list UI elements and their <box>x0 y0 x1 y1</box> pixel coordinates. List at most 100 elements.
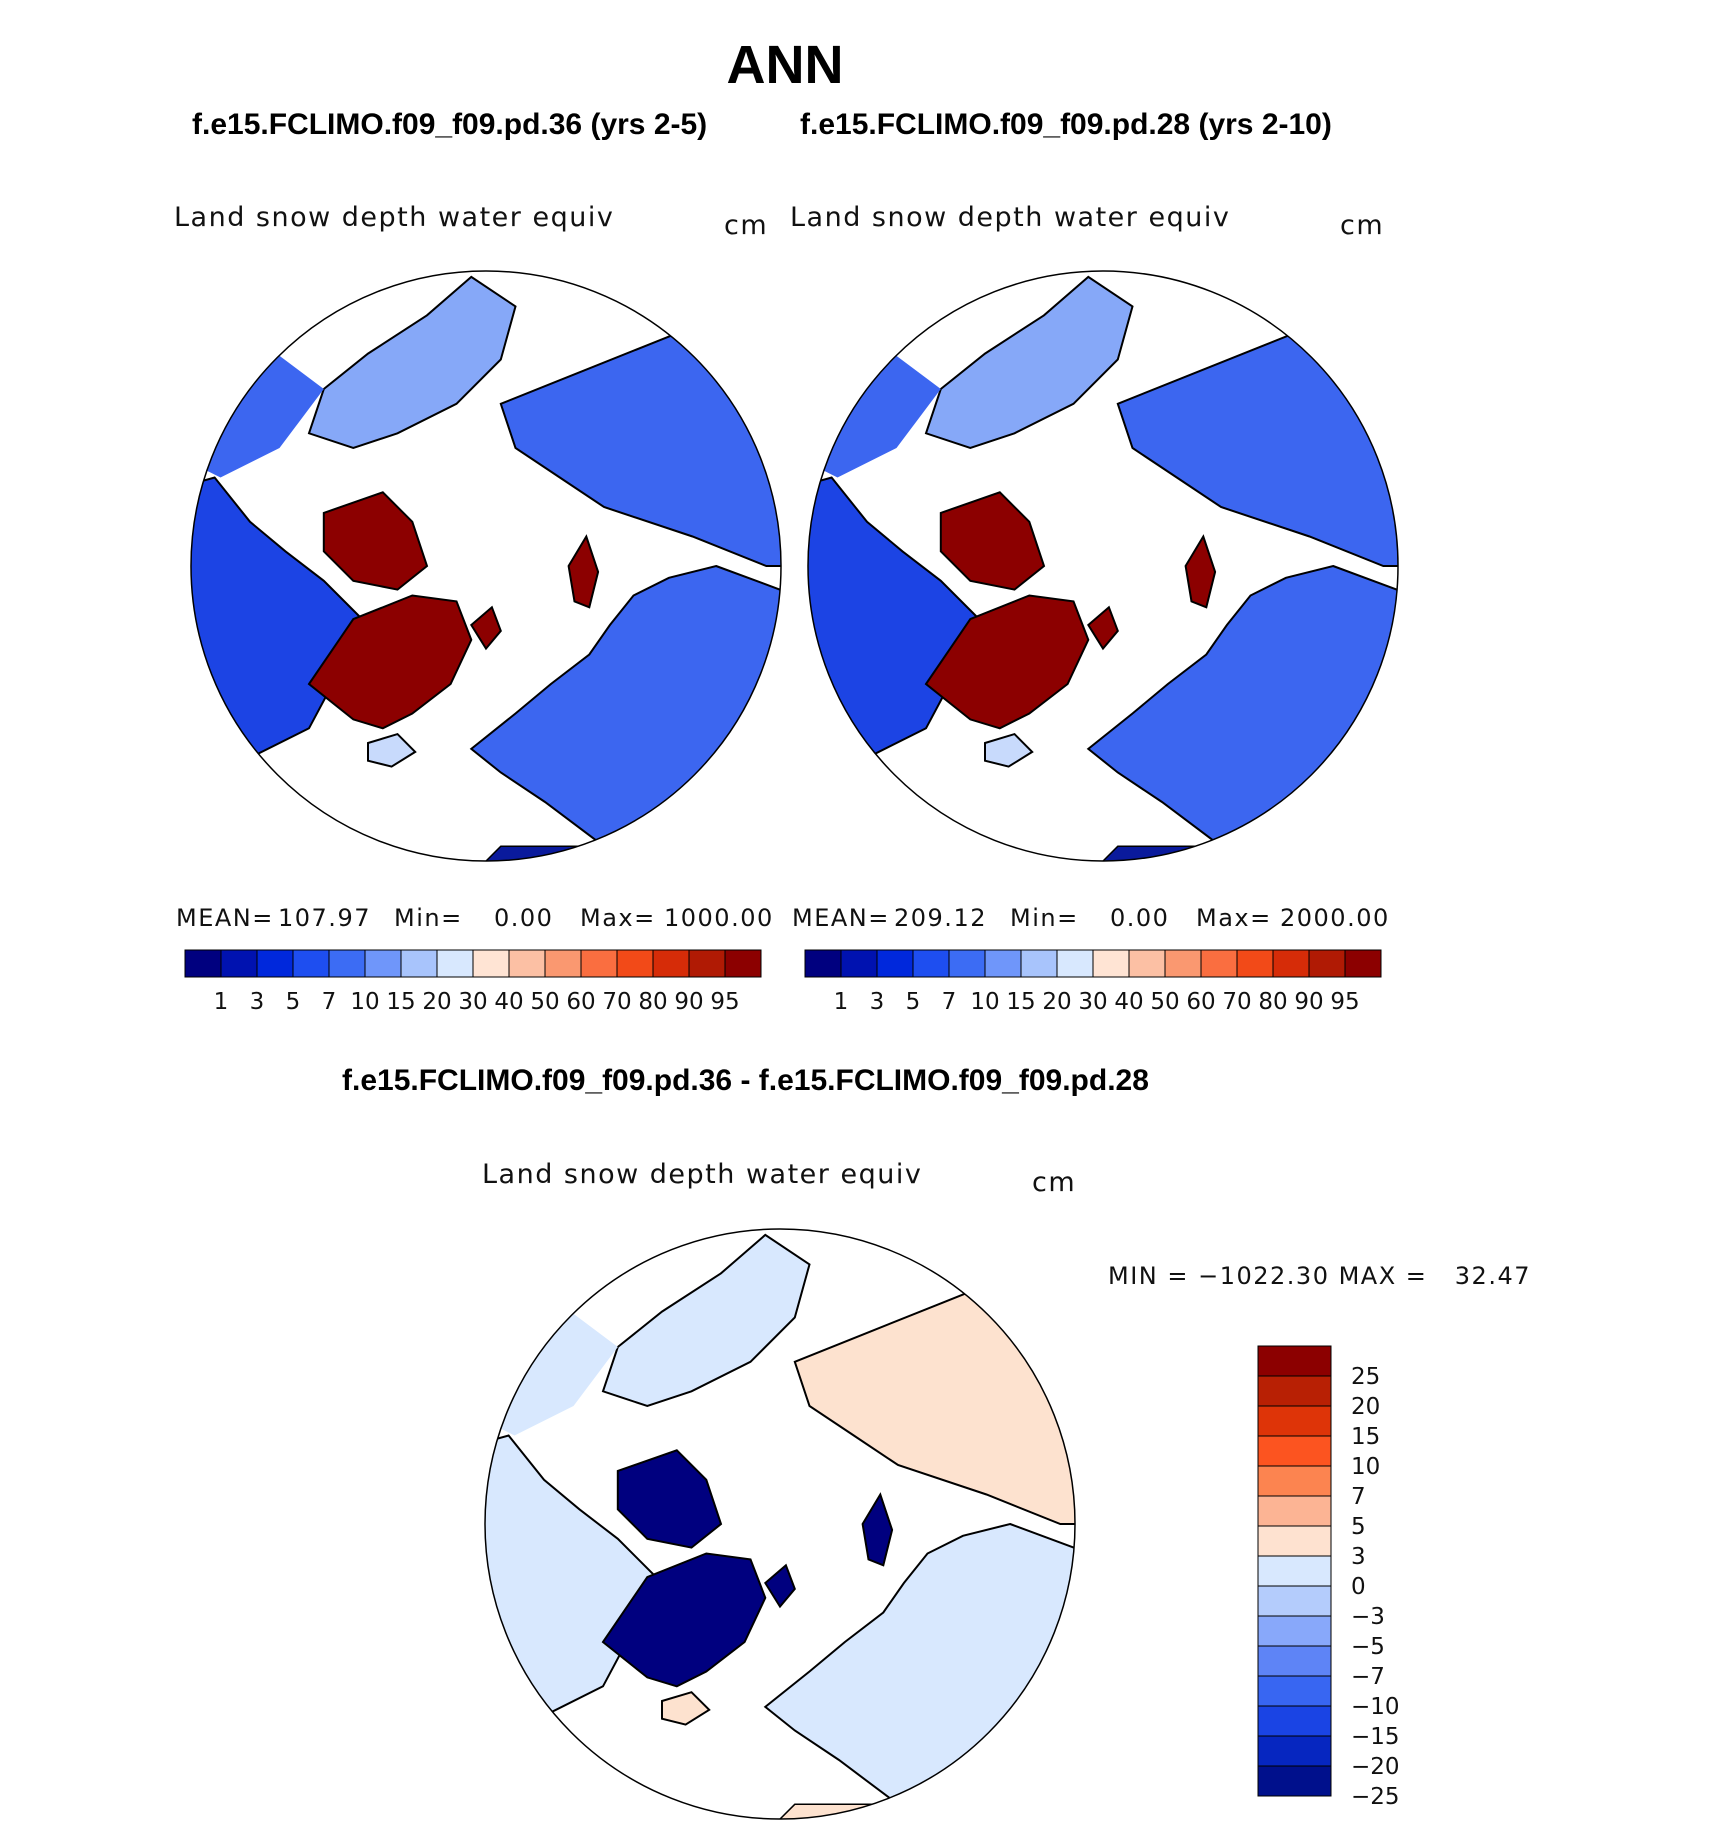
map-panel-difference <box>484 1228 1076 1820</box>
novaya-landmass <box>567 534 600 609</box>
map-boundary-circle <box>484 1228 1076 1820</box>
panel2-min-value: 0.00 <box>1110 904 1170 932</box>
europe-landmass <box>1072 845 1342 861</box>
right-case-title: f.e15.FCLIMO.f09_f09.pd.28 (yrs 2-10) <box>800 108 1332 141</box>
colorbar-difference-swatch <box>1257 1735 1332 1767</box>
colorbar-difference-swatch <box>1257 1765 1332 1797</box>
map-panel-right <box>807 270 1399 862</box>
colorbar-right-swatch <box>1092 949 1130 978</box>
colorbar-difference-swatch <box>1257 1645 1332 1677</box>
iceland-landmass <box>367 732 417 768</box>
colorbar-left-tick-label: 10 <box>350 989 379 1015</box>
panel1-mean-label: MEAN= <box>176 904 274 932</box>
colorbar-difference: 25 20 15 10 7 5 3 0 −3 −5 −7 −10 −15 −20 −25 <box>1257 1345 1400 1810</box>
colorbar-left-swatch <box>724 949 762 978</box>
greenland-landmass <box>924 594 1090 730</box>
svalbard-landmass <box>763 1563 796 1609</box>
colorbar-left-tick-label: 30 <box>458 989 487 1015</box>
colorbar-right-tick-label: 3 <box>870 989 885 1015</box>
colorbar-difference-tick-label: 25 <box>1351 1364 1380 1390</box>
colorbar-difference-tick-label: 15 <box>1351 1424 1380 1450</box>
colorbar-left-tick-label: 80 <box>638 989 667 1015</box>
colorbar-left-tick-label: 90 <box>674 989 703 1015</box>
colorbar-right-swatch <box>912 949 950 978</box>
colorbar-left-swatch <box>328 949 366 978</box>
colorbar-right-swatch <box>1344 949 1382 978</box>
colorbar-difference-swatch <box>1257 1375 1332 1407</box>
map-content <box>808 271 1398 861</box>
colorbar-difference-tick-label: −7 <box>1351 1664 1385 1690</box>
colorbar-difference-swatch <box>1257 1405 1332 1437</box>
colorbar-difference-swatch <box>1257 1495 1332 1527</box>
colorbar-right-tick-label: 1 <box>834 989 849 1015</box>
colorbar-right-tick-label: 50 <box>1150 989 1179 1015</box>
colorbar-right-tick-label: 30 <box>1078 989 1107 1015</box>
archipelago-landmass <box>322 491 429 591</box>
archipelago-landmass <box>939 491 1046 591</box>
panel1-variable-label: Land snow depth water equiv <box>174 202 615 233</box>
colorbar-difference-swatch <box>1257 1525 1332 1557</box>
panel2-mean-value: 209.12 <box>894 904 987 932</box>
map-content <box>191 271 781 861</box>
colorbar-right-swatch <box>1056 949 1094 978</box>
colorbar-left-swatch <box>400 949 438 978</box>
map-boundary-circle <box>190 270 782 862</box>
colorbar-left-swatch <box>472 949 510 978</box>
colorbar-right-swatch <box>1236 949 1274 978</box>
panel3-min-max-stats: MIN = −1022.30 MAX = 32.47 <box>1108 1262 1531 1290</box>
alaska-landmass <box>601 1233 811 1408</box>
colorbar-difference-tick-label: −15 <box>1351 1724 1400 1750</box>
colorbar-left-swatch <box>256 949 294 978</box>
colorbar-difference-tick-label: −5 <box>1351 1634 1385 1660</box>
panel1-max-value: 1000.00 <box>664 904 774 932</box>
greenland-landmass <box>601 1552 767 1688</box>
colorbar-left-tick-label: 60 <box>566 989 595 1015</box>
colorbar-difference-tick-label: 10 <box>1351 1454 1380 1480</box>
colorbar-left-swatch <box>436 949 474 978</box>
map-boundary-circle <box>807 270 1399 862</box>
figure-title: ANN <box>726 35 844 95</box>
colorbar-right-swatch <box>804 949 842 978</box>
colorbar-right-tick-label: 15 <box>1006 989 1035 1015</box>
panel2-max-label: Max= <box>1196 904 1272 932</box>
colorbar-left-tick-label: 95 <box>710 989 739 1015</box>
svalbard-landmass <box>1086 605 1119 651</box>
colorbar-left-swatch <box>364 949 402 978</box>
colorbar-right-swatch <box>1020 949 1058 978</box>
alaska-landmass <box>307 275 517 450</box>
colorbar-difference-tick-label: 0 <box>1351 1574 1366 1600</box>
colorbar-right-swatch <box>984 949 1022 978</box>
colorbar-left-swatch <box>616 949 654 978</box>
left-case-title: f.e15.FCLIMO.f09_f09.pd.36 (yrs 2-5) <box>192 108 708 141</box>
svalbard-landmass <box>469 605 502 651</box>
colorbar-difference-swatch <box>1257 1345 1332 1377</box>
novaya-landmass <box>1184 534 1217 609</box>
novaya-landmass <box>861 1492 894 1567</box>
panel2-min-label: Min= <box>1010 904 1079 932</box>
alaska-landmass <box>924 275 1134 450</box>
panel1-units-label: cm <box>724 210 769 241</box>
colorbar-right-swatch <box>1308 949 1346 978</box>
colorbar-right-tick-label: 5 <box>906 989 921 1015</box>
panel3-units-label: cm <box>1032 1167 1077 1198</box>
colorbar-right-tick-label: 80 <box>1258 989 1287 1015</box>
colorbar-right: 1 3 5 7 10 15 20 30 40 50 60 70 80 90 95 <box>804 949 1382 1015</box>
colorbar-right-swatch <box>1164 949 1202 978</box>
colorbar-left-swatch <box>652 949 690 978</box>
colorbar-right-swatch <box>948 949 986 978</box>
greenland-landmass <box>307 594 473 730</box>
colorbar-left-tick-label: 3 <box>250 989 265 1015</box>
panel3-variable-label: Land snow depth water equiv <box>482 1159 923 1190</box>
colorbar-difference-swatch <box>1257 1585 1332 1617</box>
panel2-variable-label: Land snow depth water equiv <box>790 202 1231 233</box>
colorbar-difference-tick-label: 5 <box>1351 1514 1366 1540</box>
map-panel-left <box>190 270 782 862</box>
colorbar-right-tick-label: 7 <box>942 989 957 1015</box>
panel2-mean-label: MEAN= <box>792 904 890 932</box>
colorbar-left-tick-label: 7 <box>322 989 337 1015</box>
colorbar-right-swatch <box>1272 949 1310 978</box>
colorbar-difference-tick-label: −25 <box>1351 1784 1400 1810</box>
colorbar-right-tick-label: 95 <box>1330 989 1359 1015</box>
colorbar-difference-swatch <box>1257 1705 1332 1737</box>
colorbar-left-tick-label: 15 <box>386 989 415 1015</box>
